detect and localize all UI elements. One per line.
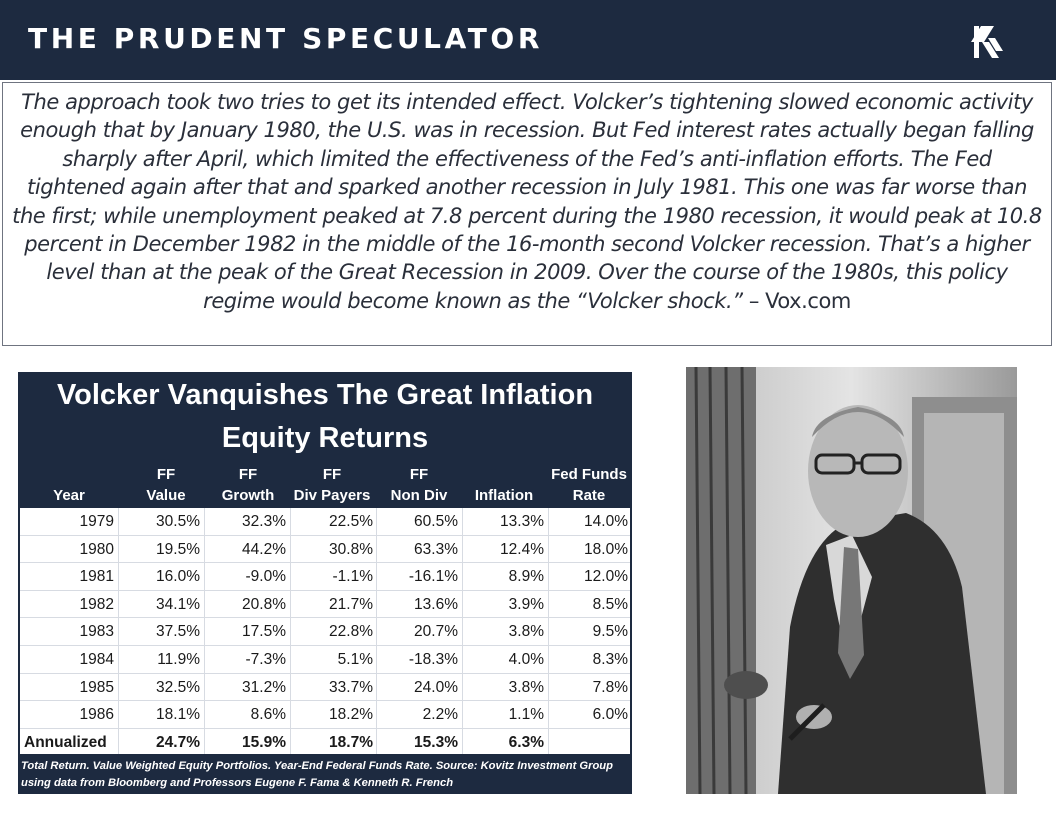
cell-ff-value: 19.5%	[156, 540, 200, 558]
cell-inflation: 1.1%	[508, 706, 544, 724]
cell-fed-funds-rate: 8.3%	[592, 651, 628, 668]
cell-inflation: 13.3%	[500, 513, 544, 530]
cell-ff-div-payers: 18.7%	[329, 733, 373, 751]
table-footnote: Total Return. Value Weighted Equity Port…	[21, 760, 613, 789]
column-header-fed-funds-rate: Fed Funds Rate	[551, 466, 627, 504]
table-row: 1981 16.0% -9.0% -1.1% -16.1% 8.9% 12.0%	[20, 563, 630, 591]
table-row: 1982 34.1% 20.8% 21.7% 13.6% 3.9% 8.5%	[20, 591, 630, 619]
cell-ff-growth: 20.8%	[242, 595, 286, 613]
cell-year: 1979	[79, 513, 114, 530]
cell-inflation: 3.8%	[508, 623, 544, 641]
cell-ff-non-div: 20.7%	[414, 623, 458, 641]
table-row: 1984 11.9% -7.3% 5.1% -18.3% 4.0% 8.3%	[20, 646, 630, 674]
cell-ff-div-payers: 33.7%	[329, 678, 373, 696]
cell-ff-growth: -7.3%	[245, 651, 287, 668]
brand-title: THE PRUDENT SPECULATOR	[28, 22, 543, 55]
cell-year: 1983	[79, 623, 114, 641]
cell-ff-growth: -9.0%	[245, 568, 287, 586]
cell-ff-value: 11.9%	[157, 651, 200, 668]
cell-year: 1985	[79, 678, 114, 696]
cell-ff-non-div: 63.3%	[414, 540, 458, 558]
cell-ff-non-div: 24.0%	[414, 678, 458, 696]
column-header-ff-value: FF Value	[146, 466, 186, 504]
cell-ff-div-payers: 22.8%	[329, 623, 373, 641]
cell-inflation: 4.0%	[508, 651, 544, 668]
column-header-ff-growth: FF Growth	[221, 466, 275, 504]
column-divider	[290, 508, 291, 754]
cell-ff-value: 30.5%	[156, 513, 200, 530]
column-header-inflation: Inflation	[474, 487, 534, 504]
table-row: 1985 32.5% 31.2% 33.7% 24.0% 3.8% 7.8%	[20, 674, 630, 702]
cell-ff-div-payers: 22.5%	[329, 513, 373, 530]
cell-ff-non-div: 13.6%	[414, 595, 458, 613]
cell-fed-funds-rate	[550, 729, 628, 757]
cell-ff-growth: 8.6%	[250, 706, 286, 724]
cell-ff-value: 24.7%	[156, 733, 200, 751]
cell-ff-non-div: -18.3%	[408, 651, 458, 668]
table-row: 1983 37.5% 17.5% 22.8% 20.7% 3.8% 9.5%	[20, 618, 630, 646]
cell-fed-funds-rate: 9.5%	[592, 623, 628, 641]
cell-inflation: 8.9%	[508, 568, 544, 586]
cell-year: 1982	[79, 595, 114, 613]
kovitz-k-logo-icon	[971, 26, 1003, 58]
cell-fed-funds-rate: 7.8%	[592, 678, 628, 696]
cell-ff-div-payers: -1.1%	[332, 568, 374, 586]
column-divider	[118, 508, 119, 754]
cell-ff-div-payers: 30.8%	[329, 540, 373, 558]
cell-fed-funds-rate: 14.0%	[584, 513, 628, 530]
column-header-ff-non-div: FF Non Div	[390, 466, 448, 504]
cell-year: 1981	[79, 568, 114, 586]
cell-ff-value: 32.5%	[156, 678, 200, 696]
cell-year: 1984	[79, 651, 114, 668]
cell-year: 1986	[79, 706, 114, 724]
cell-ff-non-div: 2.2%	[422, 706, 458, 724]
table-row: 1979 30.5% 32.3% 22.5% 60.5% 13.3% 14.0%	[20, 508, 630, 536]
table-body: 1979 30.5% 32.3% 22.5% 60.5% 13.3% 14.0% 1980 19…	[20, 508, 630, 754]
cell-ff-div-payers: 18.2%	[329, 706, 373, 724]
cell-ff-non-div: 15.3%	[414, 733, 458, 751]
table-row: 1980 19.5% 44.2% 30.8% 63.3% 12.4% 18.0%	[20, 536, 630, 564]
column-divider	[548, 508, 549, 754]
table-row: 1986 18.1% 8.6% 18.2% 2.2% 1.1% 6.0%	[20, 701, 630, 729]
column-divider	[376, 508, 377, 754]
cell-ff-div-payers: 21.7%	[329, 595, 373, 613]
cell-ff-div-payers: 5.1%	[337, 651, 373, 668]
cell-fed-funds-rate: 6.0%	[592, 706, 628, 724]
cell-ff-non-div: -16.1%	[408, 568, 458, 586]
column-header-year: Year	[53, 487, 85, 504]
cell-year: 1980	[79, 540, 114, 558]
quote-body: The approach took two tries to get its i…	[12, 90, 1042, 313]
column-divider	[204, 508, 205, 754]
table-subtitle: Equity Returns	[221, 422, 429, 454]
quote-box: The approach took two tries to get its i…	[2, 82, 1052, 346]
column-divider	[462, 508, 463, 754]
cell-ff-growth: 31.2%	[242, 678, 286, 696]
cell-inflation: 12.4%	[500, 540, 544, 558]
table-row-annualized: Annualized 24.7% 15.9% 18.7% 15.3% 6.3%	[20, 729, 630, 757]
quote-text: The approach took two tries to get its i…	[11, 88, 1043, 315]
cell-fed-funds-rate: 8.5%	[592, 595, 628, 613]
cell-ff-value: 37.5%	[156, 623, 200, 641]
cell-year: Annualized	[24, 733, 107, 751]
cell-ff-value: 18.1%	[156, 706, 200, 724]
header-bar: THE PRUDENT SPECULATOR	[0, 0, 1056, 80]
cell-ff-growth: 17.5%	[242, 623, 286, 641]
column-header-ff-div-payers: FF Div Payers	[293, 466, 371, 504]
cell-ff-non-div: 60.5%	[414, 513, 458, 530]
cell-ff-value: 16.0%	[156, 568, 200, 586]
cell-ff-growth: 32.3%	[242, 513, 286, 530]
quote-source: – Vox.com	[742, 288, 851, 313]
cell-fed-funds-rate: 18.0%	[584, 540, 628, 558]
cell-inflation: 3.9%	[508, 595, 544, 613]
cell-fed-funds-rate: 12.0%	[584, 568, 628, 586]
cell-ff-value: 34.1%	[156, 595, 200, 613]
cell-inflation: 3.8%	[508, 678, 544, 696]
portrait-photo-icon	[686, 367, 1017, 794]
cell-ff-growth: 44.2%	[242, 540, 286, 558]
cell-inflation: 6.3%	[508, 733, 544, 751]
equity-returns-table: Volcker Vanquishes The Great Inflation E…	[18, 372, 632, 794]
table-title: Volcker Vanquishes The Great Inflation	[56, 379, 594, 411]
cell-ff-growth: 15.9%	[242, 733, 286, 751]
